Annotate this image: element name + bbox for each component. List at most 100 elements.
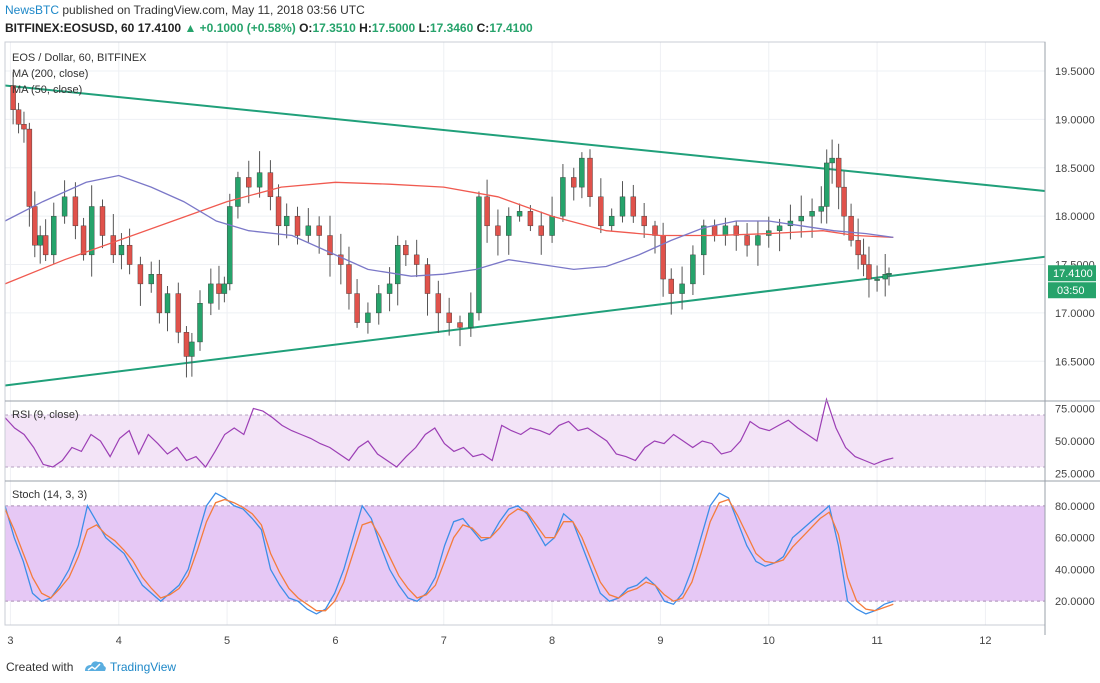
candle-body [841, 186, 847, 217]
candle-body [403, 244, 409, 256]
candle-body [446, 312, 452, 323]
rsi-line [4, 397, 894, 468]
tradingview-link[interactable]: TradingView [110, 660, 177, 674]
ma200-line [4, 181, 894, 285]
ma200-legend: MA (200, close) [12, 68, 88, 80]
close-value: 17.4100 [489, 21, 533, 35]
countdown-tag-text: 03:50 [1057, 285, 1085, 297]
rsi-tick-label: 50.0000 [1055, 436, 1095, 448]
chart-labels: 3 4 5 6 7 8 9 10 11 12 19.5000 19.0000 18.5000 18.000… [7, 52, 1096, 647]
candle-body [848, 215, 854, 241]
y-tick-label: 19.5000 [1055, 66, 1095, 78]
candle-body [701, 225, 707, 256]
candle-body [679, 283, 685, 294]
candle-body [51, 215, 57, 256]
x-tick-label: 3 [7, 635, 13, 647]
high-value: 17.5000 [371, 21, 416, 35]
created-with-text: Created with [6, 660, 74, 674]
candle-body [21, 124, 27, 130]
candle-body [42, 235, 49, 256]
up-arrow-icon: ▲ [184, 21, 197, 35]
ohlc-line: BITFINEX:EOSUSD, 60 17.4100 ▲ +0.1000 (+… [5, 21, 533, 35]
candle-body [733, 225, 739, 236]
indicator-bands [5, 414, 1045, 602]
stoch-tick-label: 20.0000 [1055, 596, 1095, 608]
candle-body [457, 322, 463, 328]
candle-body [26, 128, 33, 207]
open-label: O: [299, 21, 313, 35]
chart-header: NewsBTC published on TradingView.com, Ma… [0, 0, 1100, 40]
symbol-label: BITFINEX:EOSUSD, 60 [5, 21, 135, 35]
candle-body [275, 196, 282, 227]
candle-body [484, 196, 490, 227]
tradingview-logo-icon [85, 661, 106, 671]
candle-body [32, 206, 38, 246]
candle-body [886, 273, 892, 275]
stoch-tick-label: 40.0000 [1055, 564, 1095, 576]
candle-body [235, 177, 241, 207]
candle-body [776, 225, 783, 231]
x-tick-label: 8 [549, 635, 555, 647]
candle-body [246, 177, 252, 188]
low-value: 17.3460 [429, 21, 474, 35]
candle-body [424, 264, 431, 294]
low-label: L: [418, 21, 430, 35]
candle-body [72, 196, 79, 227]
open-value: 17.3510 [312, 21, 356, 35]
candle-body [386, 283, 393, 294]
stoch-tick-label: 80.0000 [1055, 501, 1095, 513]
candle-body [316, 225, 322, 236]
candle-body [538, 225, 544, 236]
candle-body [829, 157, 835, 164]
candle-body [882, 274, 888, 280]
candle-body [197, 303, 203, 343]
candle-body [506, 215, 512, 236]
price-chart[interactable]: 3 4 5 6 7 8 9 10 11 12 19.5000 19.0000 18.5000 18.000… [0, 40, 1100, 650]
candle-body [608, 215, 615, 227]
x-tick-label: 10 [763, 635, 775, 647]
candle-body [722, 225, 729, 236]
candle-body [824, 162, 830, 207]
candle-body [809, 211, 815, 217]
y-tick-label: 16.5000 [1055, 356, 1095, 368]
candle-body [227, 206, 233, 285]
candle-body [327, 235, 333, 256]
stoch-tick-label: 60.0000 [1055, 533, 1095, 545]
candle-body [395, 244, 401, 285]
candle-body [818, 206, 824, 212]
x-tick-label: 4 [116, 635, 122, 647]
y-tick-label: 18.5000 [1055, 163, 1095, 175]
x-tick-label: 7 [441, 635, 447, 647]
price-change: +0.1000 (+0.58%) [199, 21, 296, 35]
candle-body [346, 264, 352, 294]
stoch-d-line [4, 498, 894, 612]
candle-body [183, 332, 190, 357]
candle-body [630, 196, 637, 217]
candle-body [855, 240, 861, 256]
candle-body [516, 211, 523, 217]
high-label: H: [359, 21, 372, 35]
candle-body [118, 244, 125, 256]
trendline [4, 255, 1046, 387]
publisher-link[interactable]: NewsBTC [5, 3, 60, 17]
candle-body [835, 157, 842, 188]
candle-body [283, 215, 290, 227]
candle-body [148, 274, 154, 285]
trendline [4, 84, 1046, 193]
last-price-tag-text: 17.4100 [1053, 268, 1093, 280]
candle-body [365, 312, 371, 323]
x-tick-label: 12 [979, 635, 991, 647]
moving-averages [4, 174, 894, 285]
candle-body [549, 215, 555, 236]
countdown-tag [1048, 282, 1096, 299]
candle-body [164, 293, 171, 314]
close-label: C: [476, 21, 490, 35]
candle-body [305, 225, 312, 236]
rsi-tick-label: 25.0000 [1055, 469, 1095, 481]
candle-body [88, 206, 95, 256]
oscillators [4, 397, 894, 615]
candle-body [690, 254, 696, 285]
candle-body [641, 215, 647, 227]
candle-body [468, 312, 474, 328]
stoch-band [5, 505, 1045, 602]
